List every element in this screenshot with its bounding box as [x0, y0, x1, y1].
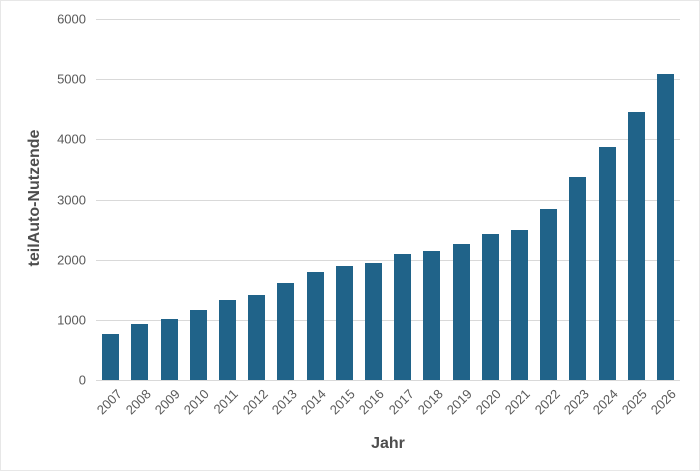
bar-2024 [598, 147, 616, 380]
x-axis-line [96, 380, 680, 381]
y-tick-label: 6000 [57, 11, 86, 27]
bar-2018 [423, 251, 441, 380]
bar-2019 [452, 244, 470, 380]
bar-2014 [306, 271, 324, 380]
y-tick-label: 2000 [57, 252, 86, 268]
gridline [96, 19, 680, 20]
y-tick-label: 0 [78, 372, 86, 388]
gridline [96, 319, 680, 321]
x-axis-title: Jahr [371, 435, 405, 452]
plot-area [96, 19, 680, 381]
gridline [96, 139, 680, 141]
gridline [96, 259, 680, 261]
bar-2021 [510, 230, 528, 380]
bar-2025 [627, 111, 645, 380]
bar-2010 [189, 310, 207, 380]
bar-2016 [364, 263, 382, 380]
gridline [96, 199, 680, 201]
bar-2017 [394, 254, 412, 380]
bar-2007 [102, 334, 120, 380]
bar-2023 [569, 177, 587, 380]
y-tick-label: 4000 [57, 131, 86, 147]
bar-2026 [656, 73, 674, 380]
bar-2009 [160, 318, 178, 380]
y-tick-label: 5000 [57, 71, 86, 87]
gridline [96, 79, 680, 81]
bar-2022 [540, 209, 558, 380]
bar-2011 [218, 299, 236, 380]
bar-2012 [248, 295, 266, 380]
bar-2015 [335, 266, 353, 380]
bar-2020 [481, 234, 499, 380]
y-tick-label: 1000 [57, 312, 86, 328]
bar-2013 [277, 282, 295, 380]
bar-2008 [131, 324, 149, 380]
y-tick-label: 3000 [57, 192, 86, 207]
